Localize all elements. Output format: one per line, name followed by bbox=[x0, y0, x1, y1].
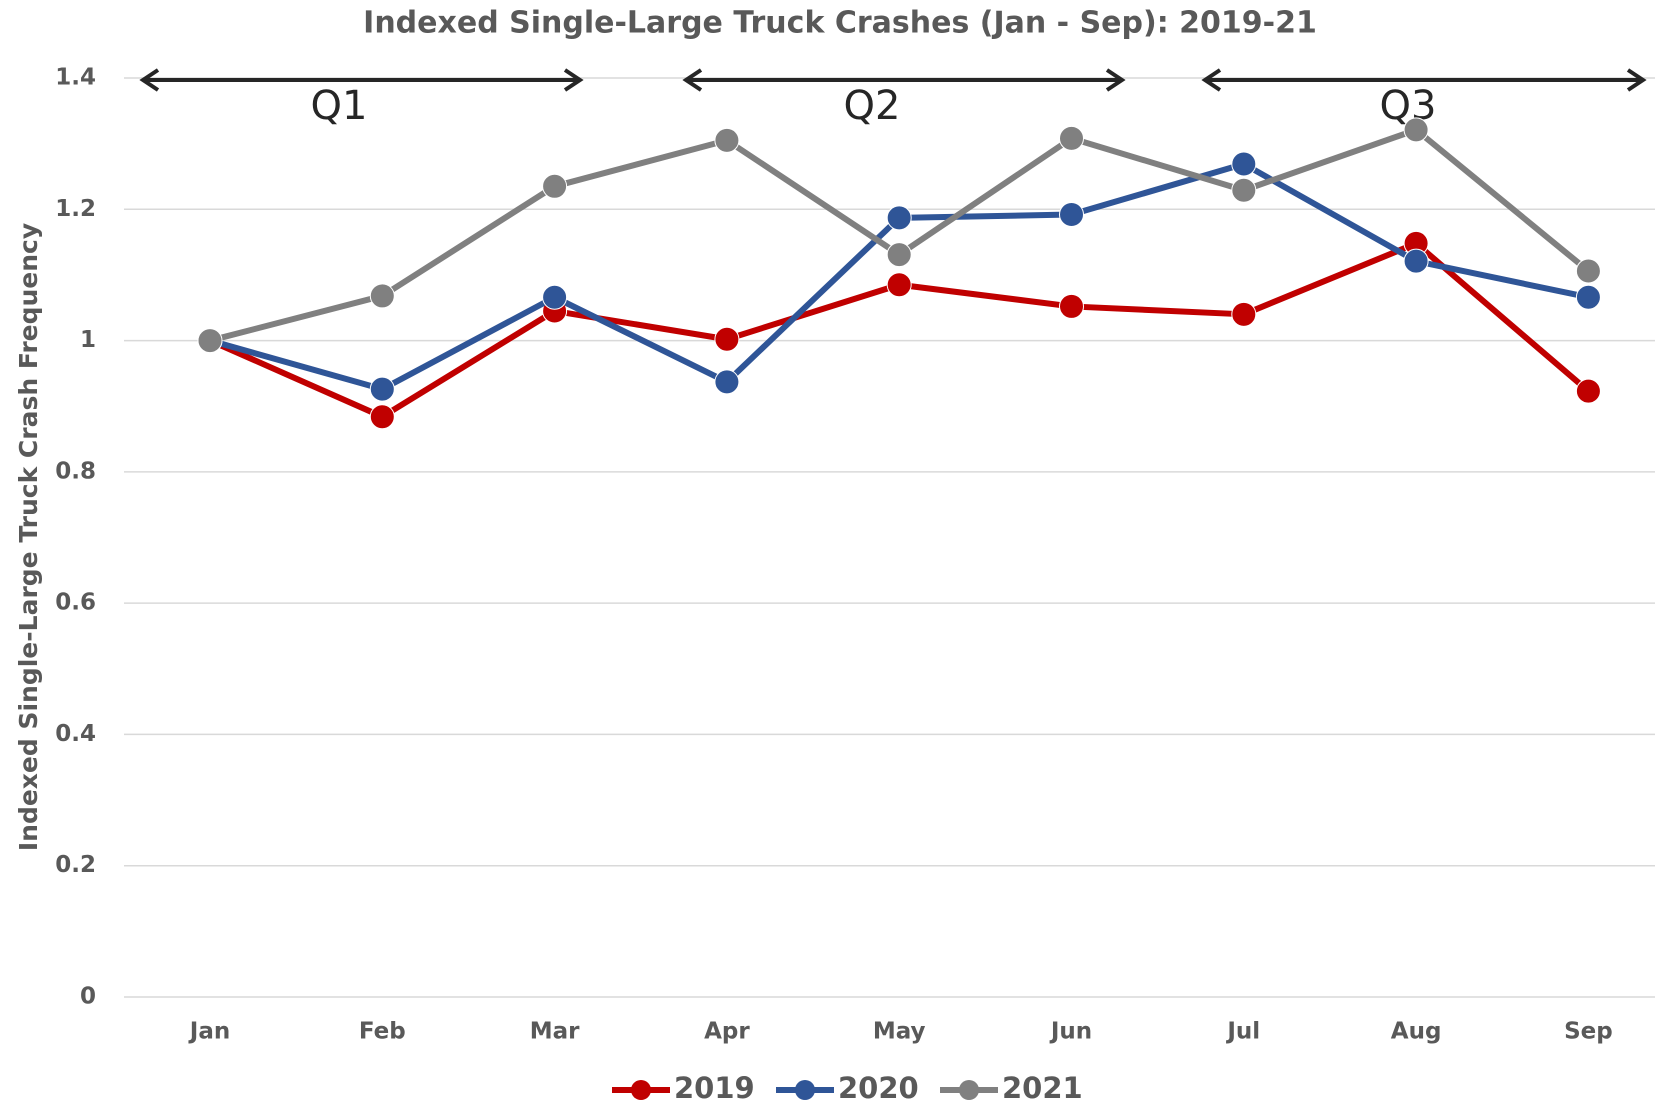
data-point bbox=[1059, 202, 1084, 228]
data-point bbox=[197, 328, 223, 354]
data-point bbox=[714, 326, 740, 352]
data-point bbox=[1231, 301, 1257, 327]
x-tick-label: Feb bbox=[359, 1019, 406, 1045]
data-point bbox=[886, 205, 912, 231]
y-tick-label: 0.6 bbox=[55, 590, 96, 616]
data-point bbox=[369, 283, 395, 309]
x-tick-label: May bbox=[873, 1019, 926, 1045]
series-line bbox=[208, 240, 1591, 420]
y-tick-label: 1.2 bbox=[55, 196, 96, 222]
data-point bbox=[1575, 258, 1601, 284]
x-tick-label: Jul bbox=[1225, 1019, 1260, 1045]
quarter-arrows bbox=[139, 68, 1647, 92]
data-point bbox=[886, 242, 912, 268]
data-point bbox=[369, 404, 395, 430]
y-tick-label: 0.8 bbox=[55, 458, 96, 484]
y-tick-label: 0.2 bbox=[55, 852, 96, 878]
y-tick-label: 0 bbox=[80, 984, 96, 1010]
legend-marker bbox=[959, 1080, 979, 1100]
legend-label: 2020 bbox=[838, 1071, 919, 1105]
legend-label: 2021 bbox=[1002, 1071, 1083, 1105]
chart-title: Indexed Single-Large Truck Crashes (Jan … bbox=[363, 6, 1317, 41]
x-tick-label: Mar bbox=[530, 1019, 580, 1045]
data-point bbox=[714, 369, 740, 395]
data-point bbox=[1231, 151, 1257, 177]
data-point bbox=[542, 173, 568, 199]
data-point bbox=[1403, 117, 1429, 143]
arrow bbox=[1201, 68, 1647, 92]
data-point bbox=[369, 376, 395, 402]
legend-item: 2021 bbox=[940, 1071, 1083, 1105]
data-point bbox=[1403, 248, 1429, 274]
x-tick-label: Jan bbox=[188, 1019, 230, 1045]
data-point bbox=[1231, 177, 1257, 203]
data-point bbox=[1575, 284, 1601, 310]
data-point bbox=[886, 272, 912, 298]
arrow bbox=[139, 68, 584, 92]
data-point bbox=[714, 127, 740, 153]
legend-item: 2020 bbox=[776, 1071, 919, 1105]
legend-marker bbox=[795, 1080, 815, 1100]
y-tick-label: 1 bbox=[80, 327, 96, 353]
data-point bbox=[542, 284, 568, 310]
y-axis-label: Indexed Single-Large Truck Crash Frequen… bbox=[14, 223, 43, 851]
legend-marker bbox=[631, 1080, 651, 1100]
arrow bbox=[682, 68, 1126, 92]
data-point bbox=[1059, 293, 1084, 319]
data-point bbox=[1059, 125, 1084, 151]
x-tick-label: Jun bbox=[1049, 1019, 1092, 1045]
y-tick-label: 0.4 bbox=[55, 721, 96, 747]
x-tick-label: Aug bbox=[1391, 1019, 1442, 1045]
x-tick-label: Sep bbox=[1564, 1019, 1613, 1045]
annotation: Q2 bbox=[844, 83, 901, 129]
annotation: Q1 bbox=[311, 83, 368, 129]
grid bbox=[124, 77, 1655, 998]
series-line bbox=[209, 126, 1591, 344]
y-tick-label: 1.4 bbox=[55, 65, 96, 91]
legend-item: 2019 bbox=[612, 1071, 755, 1105]
legend-label: 2019 bbox=[674, 1071, 755, 1105]
data-point bbox=[1575, 378, 1601, 404]
x-tick-label: Apr bbox=[704, 1019, 750, 1045]
